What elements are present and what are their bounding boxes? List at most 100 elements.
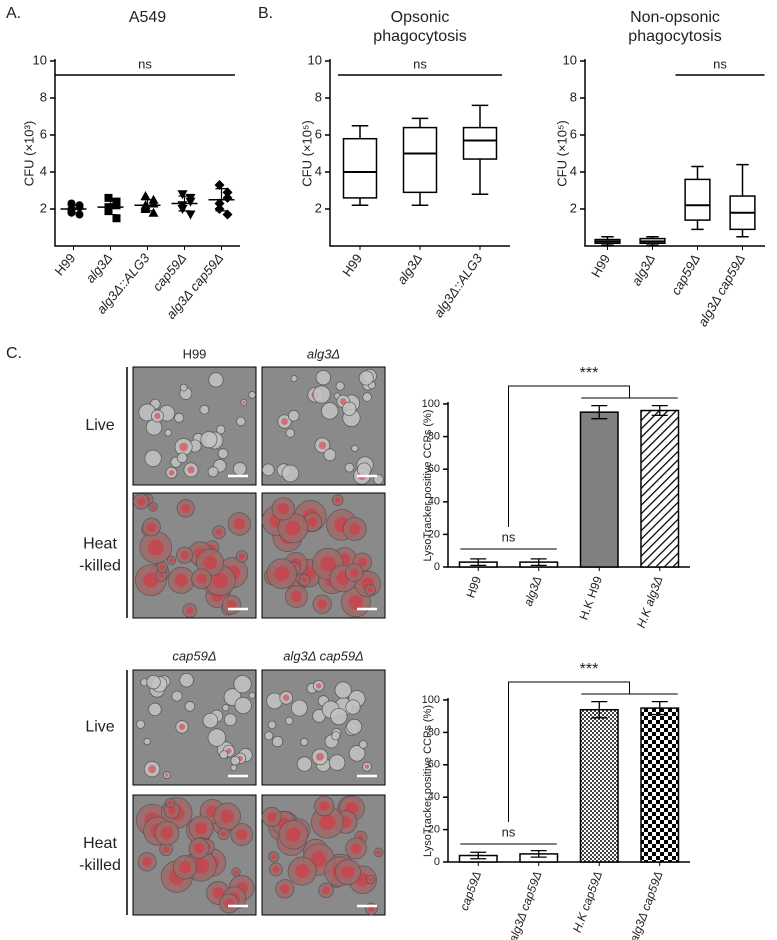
- stain: [162, 846, 170, 853]
- stain: [316, 683, 322, 689]
- stain: [316, 752, 324, 761]
- stain: [376, 850, 381, 855]
- sd-bar: [67, 204, 80, 214]
- stain: [274, 566, 290, 582]
- bar: [640, 409, 680, 568]
- stain: [357, 557, 367, 567]
- stain: [226, 600, 237, 610]
- x-tick-label: alg3Δ::ALG3: [431, 250, 486, 320]
- y-tick-label: 2: [315, 200, 322, 215]
- point: [222, 187, 233, 198]
- stain: [165, 773, 169, 777]
- cell: [300, 737, 309, 747]
- stain: [320, 556, 336, 572]
- chart-title: Opsonic: [391, 9, 450, 26]
- stain: [147, 522, 157, 532]
- y-tick-label: 20: [428, 528, 440, 540]
- panel-label: A.: [6, 5, 21, 22]
- stain: [341, 865, 355, 879]
- x-tick-label: alg3Δ: [628, 252, 658, 288]
- stain: [203, 555, 217, 570]
- stain: [367, 587, 373, 593]
- row-label: Heat: [83, 835, 117, 852]
- x-tick-label: alg3Δ cap59Δ: [506, 869, 545, 940]
- sd-bar: [141, 199, 154, 212]
- stain: [317, 599, 327, 609]
- cell: [346, 718, 363, 735]
- cell: [179, 383, 188, 392]
- y-tick-label: 40: [428, 791, 440, 803]
- cell: [148, 702, 162, 717]
- cell: [176, 452, 188, 464]
- stain: [286, 827, 301, 842]
- column-label: alg3Δ cap59Δ: [283, 648, 364, 663]
- point: [185, 210, 196, 220]
- stain: [242, 400, 246, 404]
- stain: [233, 518, 245, 530]
- row-label: Heat: [83, 536, 117, 553]
- point: [104, 193, 113, 202]
- stain: [180, 551, 189, 560]
- point: [67, 199, 76, 208]
- stain: [212, 572, 228, 589]
- cell: [248, 691, 256, 699]
- stain: [266, 812, 277, 822]
- y-axis-label: CFU (×10⁵): [299, 120, 314, 186]
- stain: [174, 573, 188, 587]
- stain: [179, 442, 188, 452]
- axis: [584, 59, 765, 247]
- cell: [351, 444, 359, 453]
- point: [222, 209, 233, 220]
- stain: [148, 765, 156, 774]
- y-tick-label: 10: [563, 52, 577, 67]
- y-tick-label: 6: [40, 126, 47, 141]
- stain: [277, 503, 289, 515]
- x-tick-label: H.K alg3Δ: [634, 574, 666, 630]
- whisker: [601, 236, 614, 246]
- error-bar: [530, 850, 547, 858]
- bar: [640, 707, 680, 863]
- bar: [579, 411, 619, 568]
- cell: [328, 754, 346, 771]
- point: [214, 179, 225, 190]
- cell: [144, 449, 162, 468]
- stain: [301, 577, 308, 583]
- cell: [315, 369, 331, 386]
- point: [75, 210, 84, 219]
- whisker: [646, 236, 659, 246]
- y-tick-label: 4: [315, 163, 322, 178]
- stain: [285, 520, 301, 536]
- annotation: ns: [413, 56, 427, 71]
- cell: [285, 716, 294, 725]
- cell: [236, 416, 246, 427]
- y-tick-label: 60: [428, 759, 440, 771]
- cell: [207, 466, 219, 478]
- x-tick-label: cap59Δ: [457, 869, 484, 912]
- y-tick-label: 2: [40, 200, 47, 215]
- cell: [233, 675, 252, 694]
- annotation: ***: [580, 661, 599, 678]
- stain: [319, 814, 336, 831]
- y-tick-label: 2: [570, 200, 577, 215]
- error-bar: [591, 404, 608, 420]
- box: [342, 137, 378, 199]
- stain: [281, 418, 288, 425]
- stain: [193, 843, 205, 854]
- stain: [295, 864, 310, 879]
- stain: [167, 800, 173, 806]
- cell: [362, 392, 372, 402]
- chart-title: phagocytosis: [628, 28, 721, 45]
- y-tick-label: 6: [315, 126, 322, 141]
- y-tick-label: 0: [434, 561, 440, 573]
- cell: [290, 375, 298, 383]
- stain: [154, 412, 161, 420]
- axis: [54, 59, 240, 247]
- y-tick-label: 8: [40, 89, 47, 104]
- x-tick-label: cap59Δ: [668, 252, 703, 298]
- stain: [368, 877, 373, 882]
- stain: [318, 441, 327, 450]
- stain: [195, 821, 208, 835]
- sd-bar: [104, 199, 117, 216]
- whisker: [411, 117, 429, 207]
